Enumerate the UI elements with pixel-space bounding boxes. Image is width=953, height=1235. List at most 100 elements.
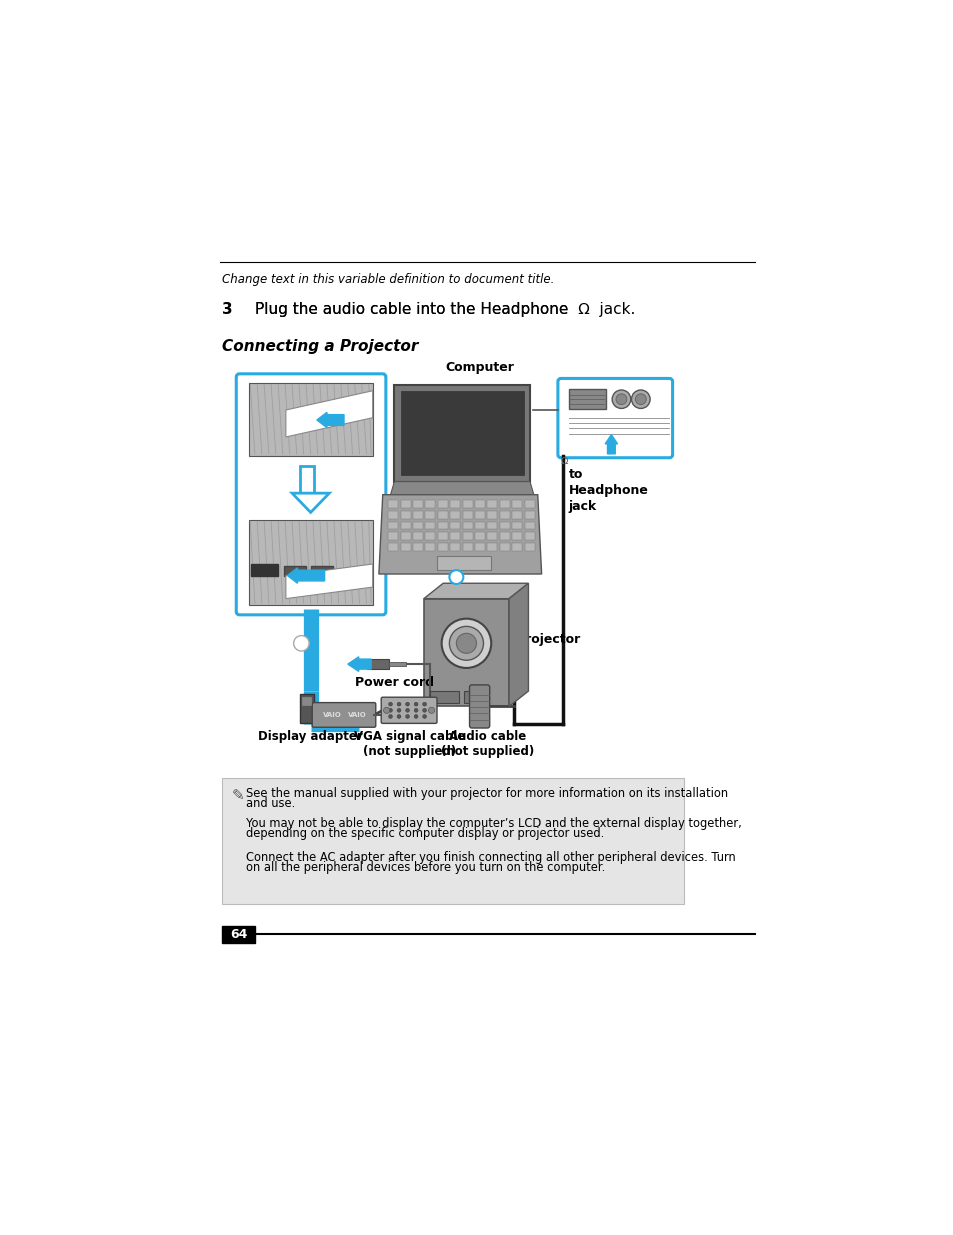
Bar [487,521,497,530]
Polygon shape [400,390,523,475]
Bar [437,521,447,530]
Bar [413,532,422,540]
Text: ✎: ✎ [232,788,244,803]
Bar [413,521,422,530]
Polygon shape [394,384,530,482]
Bar [388,500,397,508]
Bar [487,532,497,540]
Bar [430,692,459,704]
Circle shape [422,703,426,706]
Bar [512,532,521,540]
Bar [413,511,422,519]
Bar [499,511,509,519]
Polygon shape [423,583,528,599]
Text: Change text in this variable definition to document title.: Change text in this variable definition … [222,273,554,287]
Circle shape [388,715,392,719]
Text: Display adapter: Display adapter [258,730,363,742]
Bar [487,543,497,551]
FancyBboxPatch shape [381,698,436,724]
Bar [475,500,484,508]
Bar [487,500,497,508]
Text: and use.: and use. [245,798,294,810]
Bar [436,556,491,571]
Bar [437,500,447,508]
Bar [437,543,447,551]
Text: to
Headphone
jack: to Headphone jack [568,468,648,513]
Bar [423,599,509,706]
Polygon shape [286,564,373,599]
Bar [299,694,314,724]
Circle shape [428,708,435,714]
Text: Ω: Ω [560,456,568,466]
Polygon shape [292,493,329,513]
Bar [302,698,311,705]
Circle shape [383,708,390,714]
FancyArrow shape [287,568,324,583]
Bar [524,500,534,508]
Bar [400,500,410,508]
Circle shape [441,619,491,668]
Text: Connect the AC adapter after you finish connecting all other peripheral devices.: Connect the AC adapter after you finish … [245,851,735,864]
Bar [524,532,534,540]
Bar [388,532,397,540]
Bar [450,532,459,540]
Bar [400,511,410,519]
Circle shape [294,636,309,651]
Bar [388,521,397,530]
Bar [450,543,459,551]
Circle shape [396,715,400,719]
Bar [568,389,605,409]
Bar [413,500,422,508]
Circle shape [405,703,409,706]
Bar [499,500,509,508]
Bar [437,511,447,519]
FancyArrow shape [316,412,344,427]
Bar [367,658,389,669]
Circle shape [422,715,426,719]
Bar [462,543,472,551]
Bar [464,692,485,704]
Text: You may not be able to display the computer’s LCD and the external display toget: You may not be able to display the compu… [245,816,740,830]
FancyArrow shape [604,435,617,454]
Text: Plug the audio cable into the Headphone  Ω  jack.: Plug the audio cable into the Headphone … [254,303,635,317]
Bar [450,521,459,530]
Bar [475,521,484,530]
Bar [425,532,435,540]
Circle shape [405,709,409,713]
Polygon shape [390,482,534,495]
Bar [400,532,410,540]
Text: Computer: Computer [445,361,514,374]
Circle shape [414,715,417,719]
Bar [388,511,397,519]
FancyArrow shape [348,657,371,672]
Bar [389,662,406,667]
Circle shape [422,709,426,713]
Bar [499,543,509,551]
Circle shape [405,715,409,719]
Circle shape [414,703,417,706]
Text: VAIO: VAIO [348,711,366,718]
Bar [475,543,484,551]
Polygon shape [378,495,541,574]
Bar [512,511,521,519]
Circle shape [388,709,392,713]
Bar [499,521,509,530]
Circle shape [612,390,630,409]
Bar [311,567,333,576]
Bar [413,543,422,551]
Text: Projector: Projector [517,634,580,646]
Text: See the manual supplied with your projector for more information on its installa: See the manual supplied with your projec… [245,787,727,800]
FancyBboxPatch shape [558,378,672,458]
Bar [388,543,397,551]
Bar [499,532,509,540]
Bar [222,926,254,942]
Circle shape [616,394,626,405]
FancyBboxPatch shape [236,374,385,615]
Circle shape [631,390,649,409]
Text: Plug the audio cable into the Headphone: Plug the audio cable into the Headphone [254,303,568,317]
Bar [462,521,472,530]
Polygon shape [286,390,373,437]
FancyBboxPatch shape [469,685,489,727]
Text: 3: 3 [222,303,233,317]
Text: on all the peripheral devices before you turn on the computer.: on all the peripheral devices before you… [245,861,604,874]
